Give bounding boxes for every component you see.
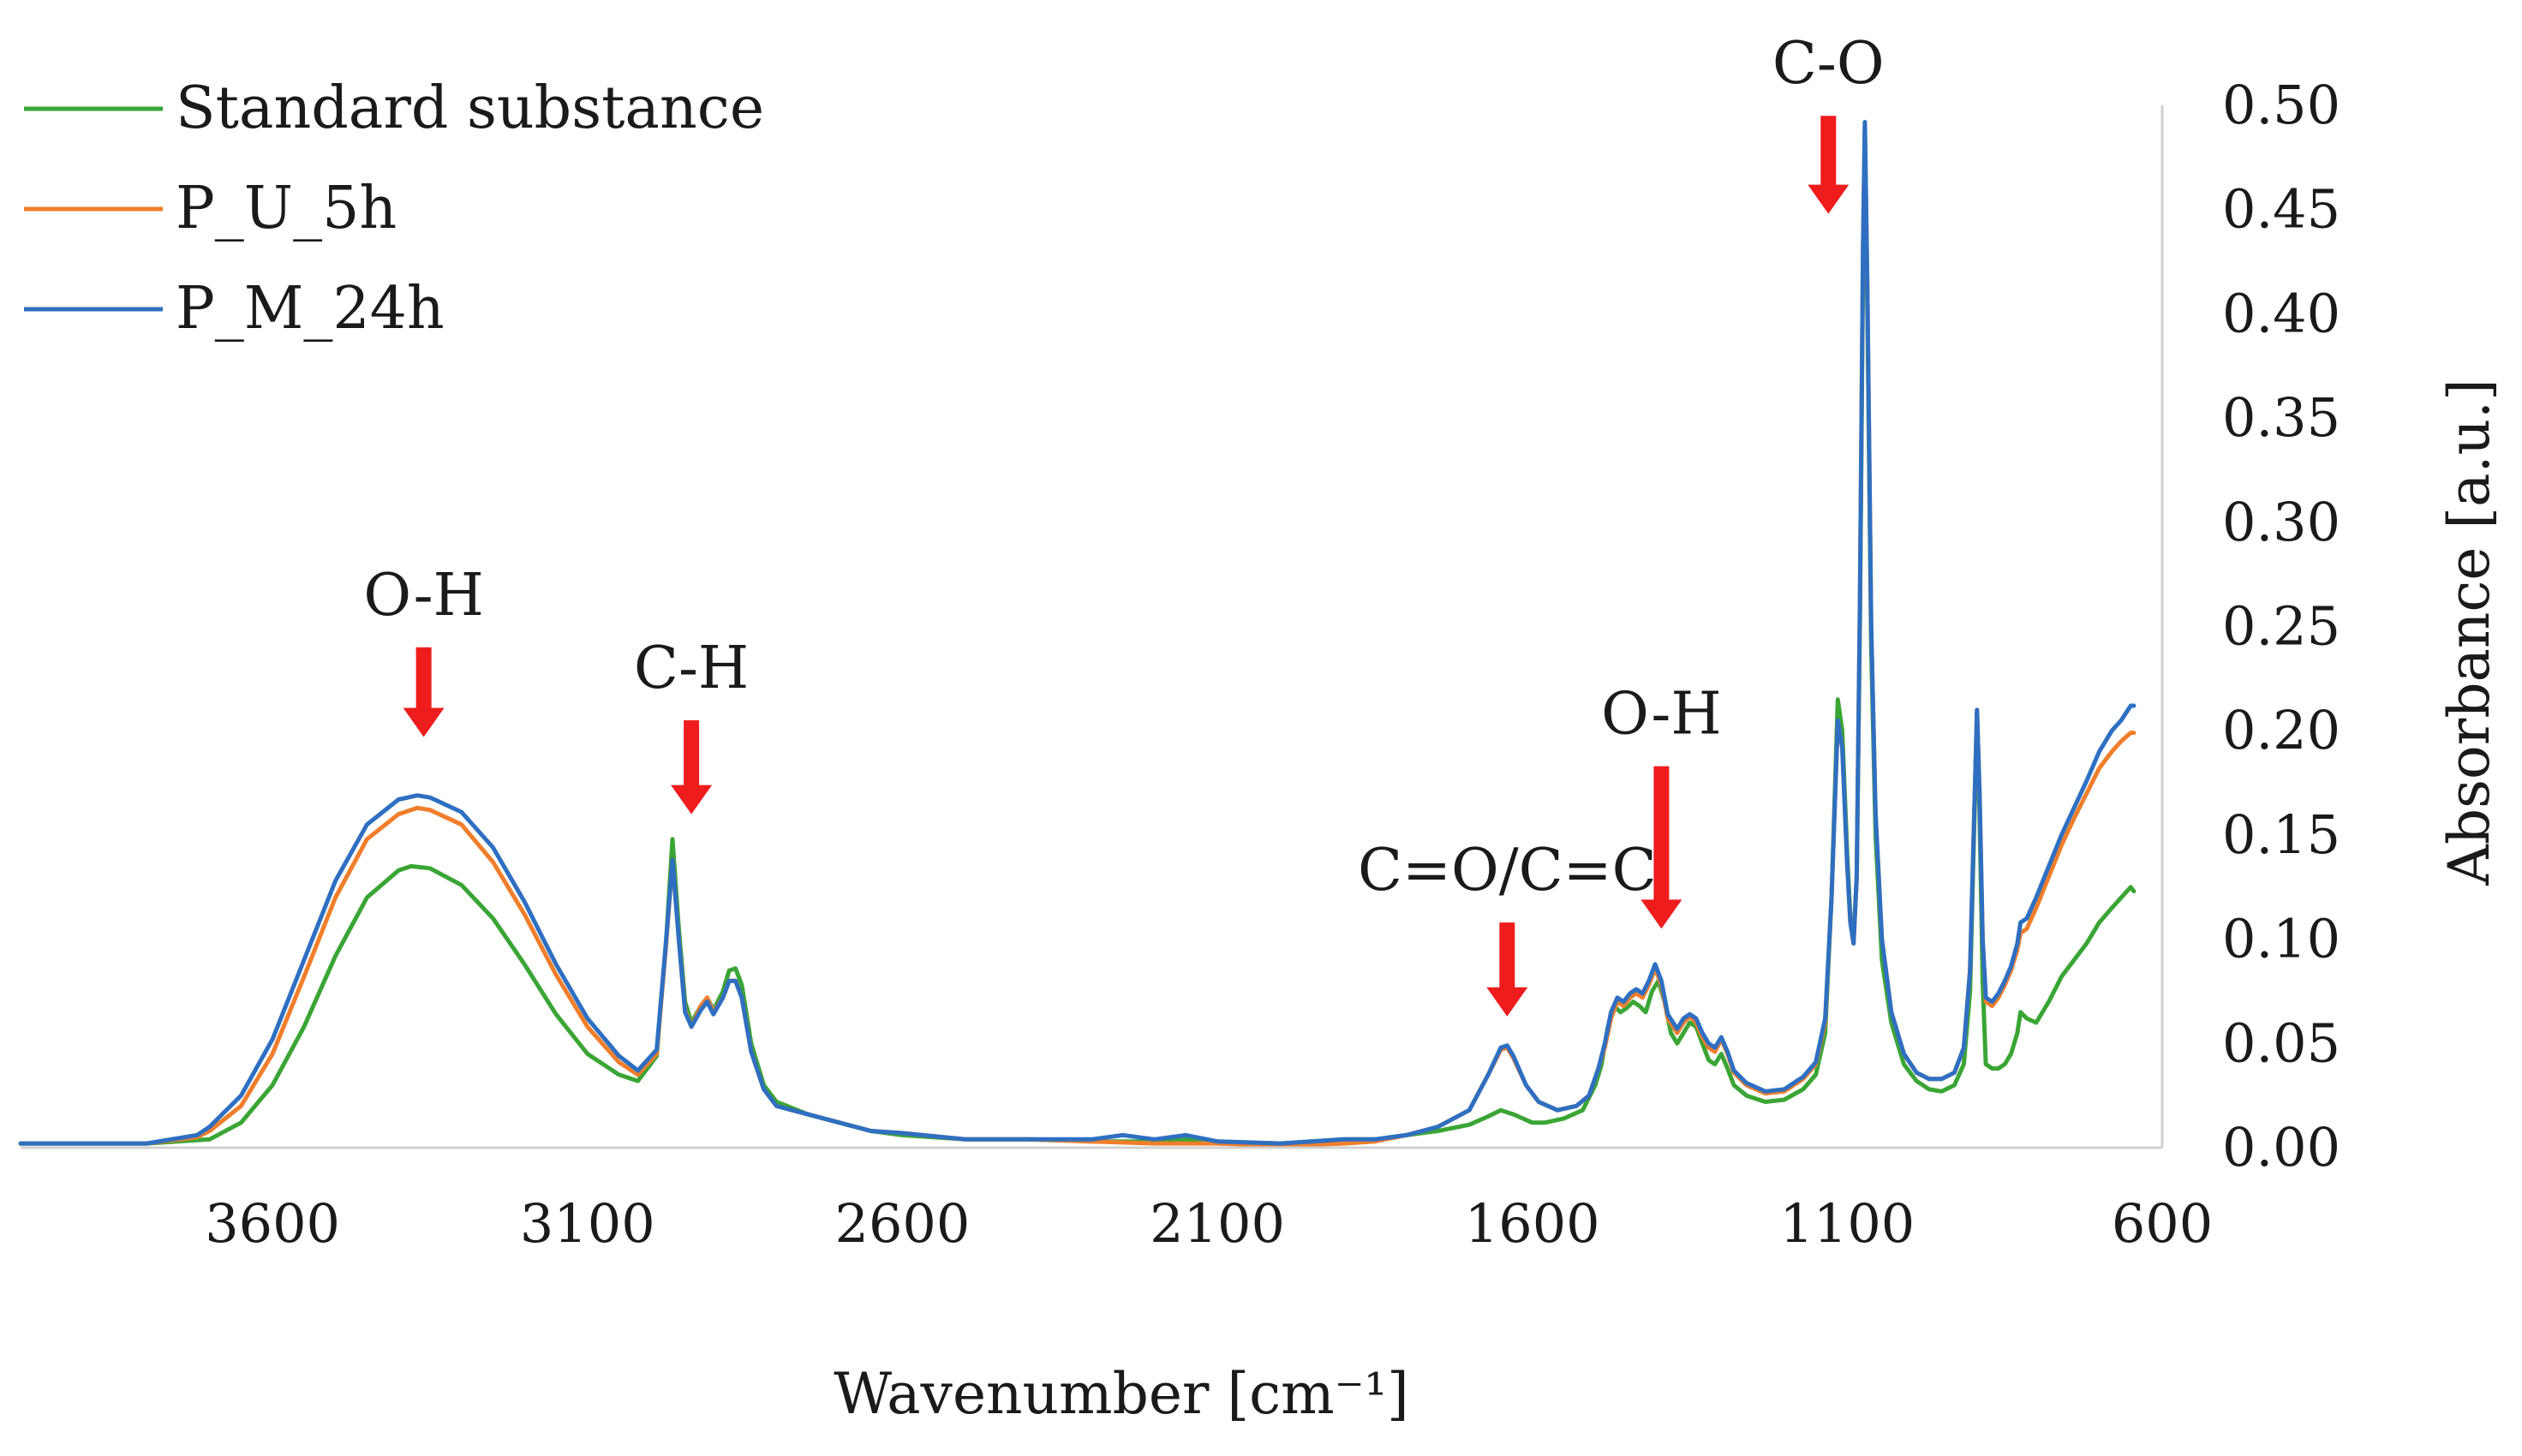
- y-axis-title: Absorbance [a.u.]: [2436, 379, 2502, 886]
- x-tick-label-4: 2100: [1150, 1192, 1285, 1255]
- annotation-label-4: O-H: [1601, 681, 1722, 749]
- y-tick-label-8: 0.35: [2222, 386, 2340, 449]
- y-tick-label-7: 0.30: [2222, 491, 2340, 553]
- x-tick-label-1: 3600: [205, 1192, 340, 1255]
- y-tick-label-9: 0.40: [2222, 282, 2340, 344]
- annotation-label-5: C-O: [1772, 30, 1885, 98]
- plot-series: [18, 120, 2137, 1149]
- y-tick-label-1: 0.00: [2222, 1116, 2340, 1179]
- annotation-arrow-2: [671, 720, 713, 815]
- x-axis-title: Wavenumber [cm⁻¹]: [834, 1361, 1409, 1427]
- y-tick-label-3: 0.10: [2222, 908, 2340, 970]
- annotation-label-1: O-H: [363, 562, 484, 630]
- annotation-arrow-3: [1486, 922, 1528, 1017]
- y-tick-label-4: 0.15: [2222, 803, 2340, 866]
- y-tick-label-5: 0.20: [2222, 699, 2340, 761]
- annotation-label-3: C=O/C=C: [1358, 837, 1657, 904]
- annotation-arrow-1: [403, 647, 445, 737]
- band-annotations: O-H C-H C=O/C=C O-H C-O: [363, 30, 1885, 1017]
- annotation-label-2: C-H: [634, 635, 749, 702]
- legend-label-3: P_M_24h: [176, 275, 445, 343]
- x-tick-label-7: 600: [2112, 1192, 2213, 1255]
- legend-label-1: Standard substance: [176, 75, 764, 142]
- legend: Standard substance P_U_5h P_M_24h: [24, 75, 764, 343]
- legend-label-2: P_U_5h: [176, 175, 397, 242]
- x-tick-label-3: 2600: [835, 1192, 971, 1255]
- y-tick-label-10: 0.45: [2222, 178, 2340, 241]
- x-tick-label-5: 1600: [1465, 1192, 1600, 1255]
- series-line-3: [18, 120, 2137, 1146]
- y-tick-label-11: 0.50: [2222, 74, 2340, 136]
- annotation-arrow-5: [1808, 116, 1850, 214]
- x-tick-label-2: 3100: [520, 1192, 655, 1255]
- y-tick-label-2: 0.05: [2222, 1011, 2340, 1074]
- annotation-arrow-4: [1640, 766, 1682, 929]
- x-tick-label-6: 1100: [1779, 1192, 1915, 1255]
- y-tick-label-6: 0.25: [2222, 595, 2340, 658]
